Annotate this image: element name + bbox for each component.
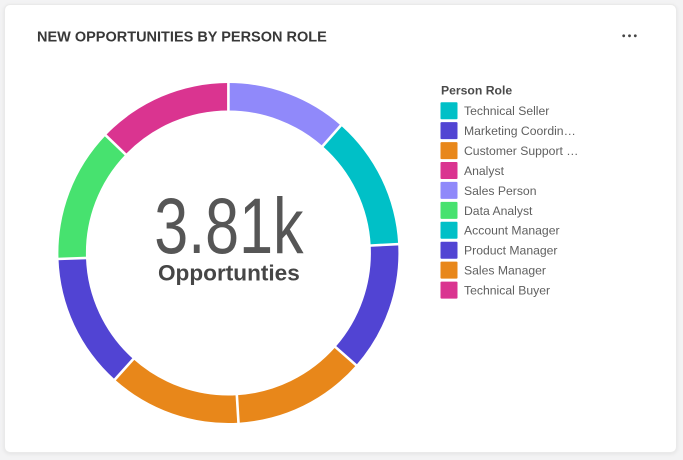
svg-text:3.81k: 3.81k — [154, 181, 304, 270]
svg-text:Sales Person: Sales Person — [464, 184, 537, 198]
svg-text:Sales Manager: Sales Manager — [464, 264, 546, 278]
svg-text:Person Role: Person Role — [441, 83, 512, 97]
svg-text:NEW OPPORTUNITIES BY PERSON RO: NEW OPPORTUNITIES BY PERSON ROLE — [37, 30, 327, 46]
svg-text:Data Analyst: Data Analyst — [464, 204, 533, 218]
svg-text:Customer Support …: Customer Support … — [464, 144, 578, 158]
svg-text:Marketing Coordin…: Marketing Coordin… — [464, 124, 576, 138]
svg-text:Technical Seller: Technical Seller — [464, 104, 549, 118]
svg-text:Opportunties: Opportunties — [158, 261, 300, 286]
svg-text:Technical Buyer: Technical Buyer — [464, 284, 550, 298]
svg-text:Analyst: Analyst — [464, 164, 505, 178]
svg-text:Account Manager: Account Manager — [464, 224, 560, 238]
svg-text:Product Manager: Product Manager — [464, 244, 558, 258]
